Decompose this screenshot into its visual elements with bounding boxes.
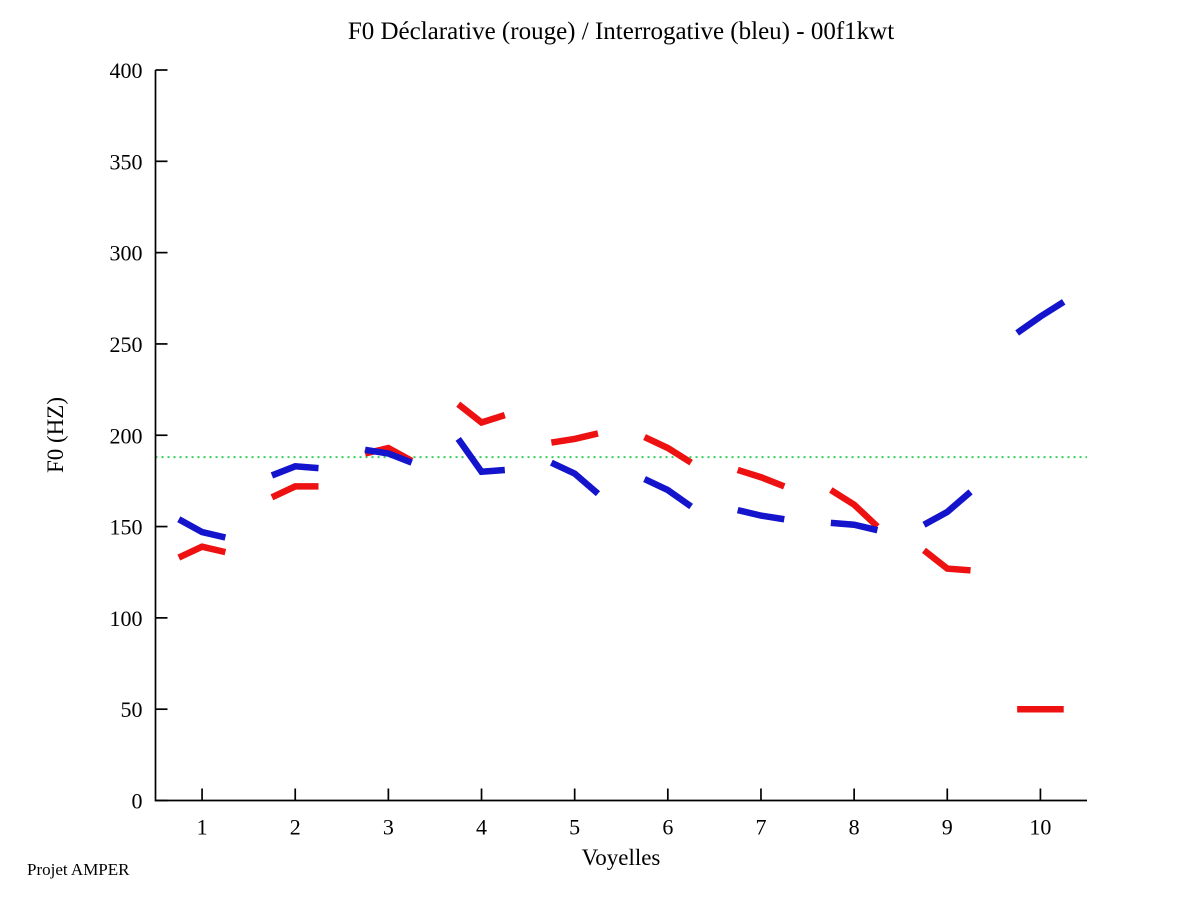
x-tick-label: 4 [476, 815, 487, 840]
x-tick-label: 2 [290, 815, 301, 840]
x-tick-label: 6 [662, 815, 673, 840]
interrogative-segment [364, 446, 413, 466]
declarative-segment [270, 483, 319, 501]
x-tick-label: 9 [942, 815, 953, 840]
y-tick-label: 150 [110, 515, 143, 540]
interrogative-segment [643, 476, 693, 510]
interrogative-segment [177, 516, 227, 541]
x-tick-label: 10 [1029, 815, 1051, 840]
y-tick-label: 100 [110, 606, 143, 631]
y-axis-label: F0 (HZ) [43, 396, 68, 474]
x-tick-label: 5 [569, 815, 580, 840]
chart-title: F0 Déclarative (rouge) / Interrogative (… [347, 18, 895, 45]
declarative-segment [921, 547, 971, 574]
x-tick-label: 8 [849, 815, 860, 840]
interrogative-segment [270, 462, 319, 479]
interrogative-segment [550, 459, 601, 497]
y-tick-label: 0 [132, 789, 143, 814]
x-axis-label: Voyelles [581, 845, 661, 870]
x-tick-label: 1 [197, 815, 208, 840]
x-tick-label: 7 [755, 815, 766, 840]
interrogative-segment [830, 519, 879, 534]
project-footer-label: Projet AMPER [27, 860, 130, 879]
y-tick-label: 200 [110, 423, 143, 448]
interrogative-segment [922, 489, 973, 528]
y-tick-label: 50 [121, 697, 143, 722]
declarative-segment [736, 466, 786, 490]
y-tick-label: 350 [110, 149, 143, 174]
declarative-segment [177, 543, 227, 561]
interrogative-segment [1015, 299, 1066, 336]
declarative-segment [456, 401, 506, 427]
declarative-segment [829, 487, 880, 529]
declarative-segment [643, 434, 693, 466]
y-tick-label: 300 [110, 241, 143, 266]
declarative-segment [550, 430, 599, 446]
interrogative-segment [455, 437, 506, 476]
x-tick-label: 3 [383, 815, 394, 840]
y-tick-label: 400 [110, 58, 143, 83]
y-tick-label: 250 [110, 332, 143, 357]
axes-spines [154, 70, 1087, 802]
interrogative-segment [736, 506, 785, 523]
